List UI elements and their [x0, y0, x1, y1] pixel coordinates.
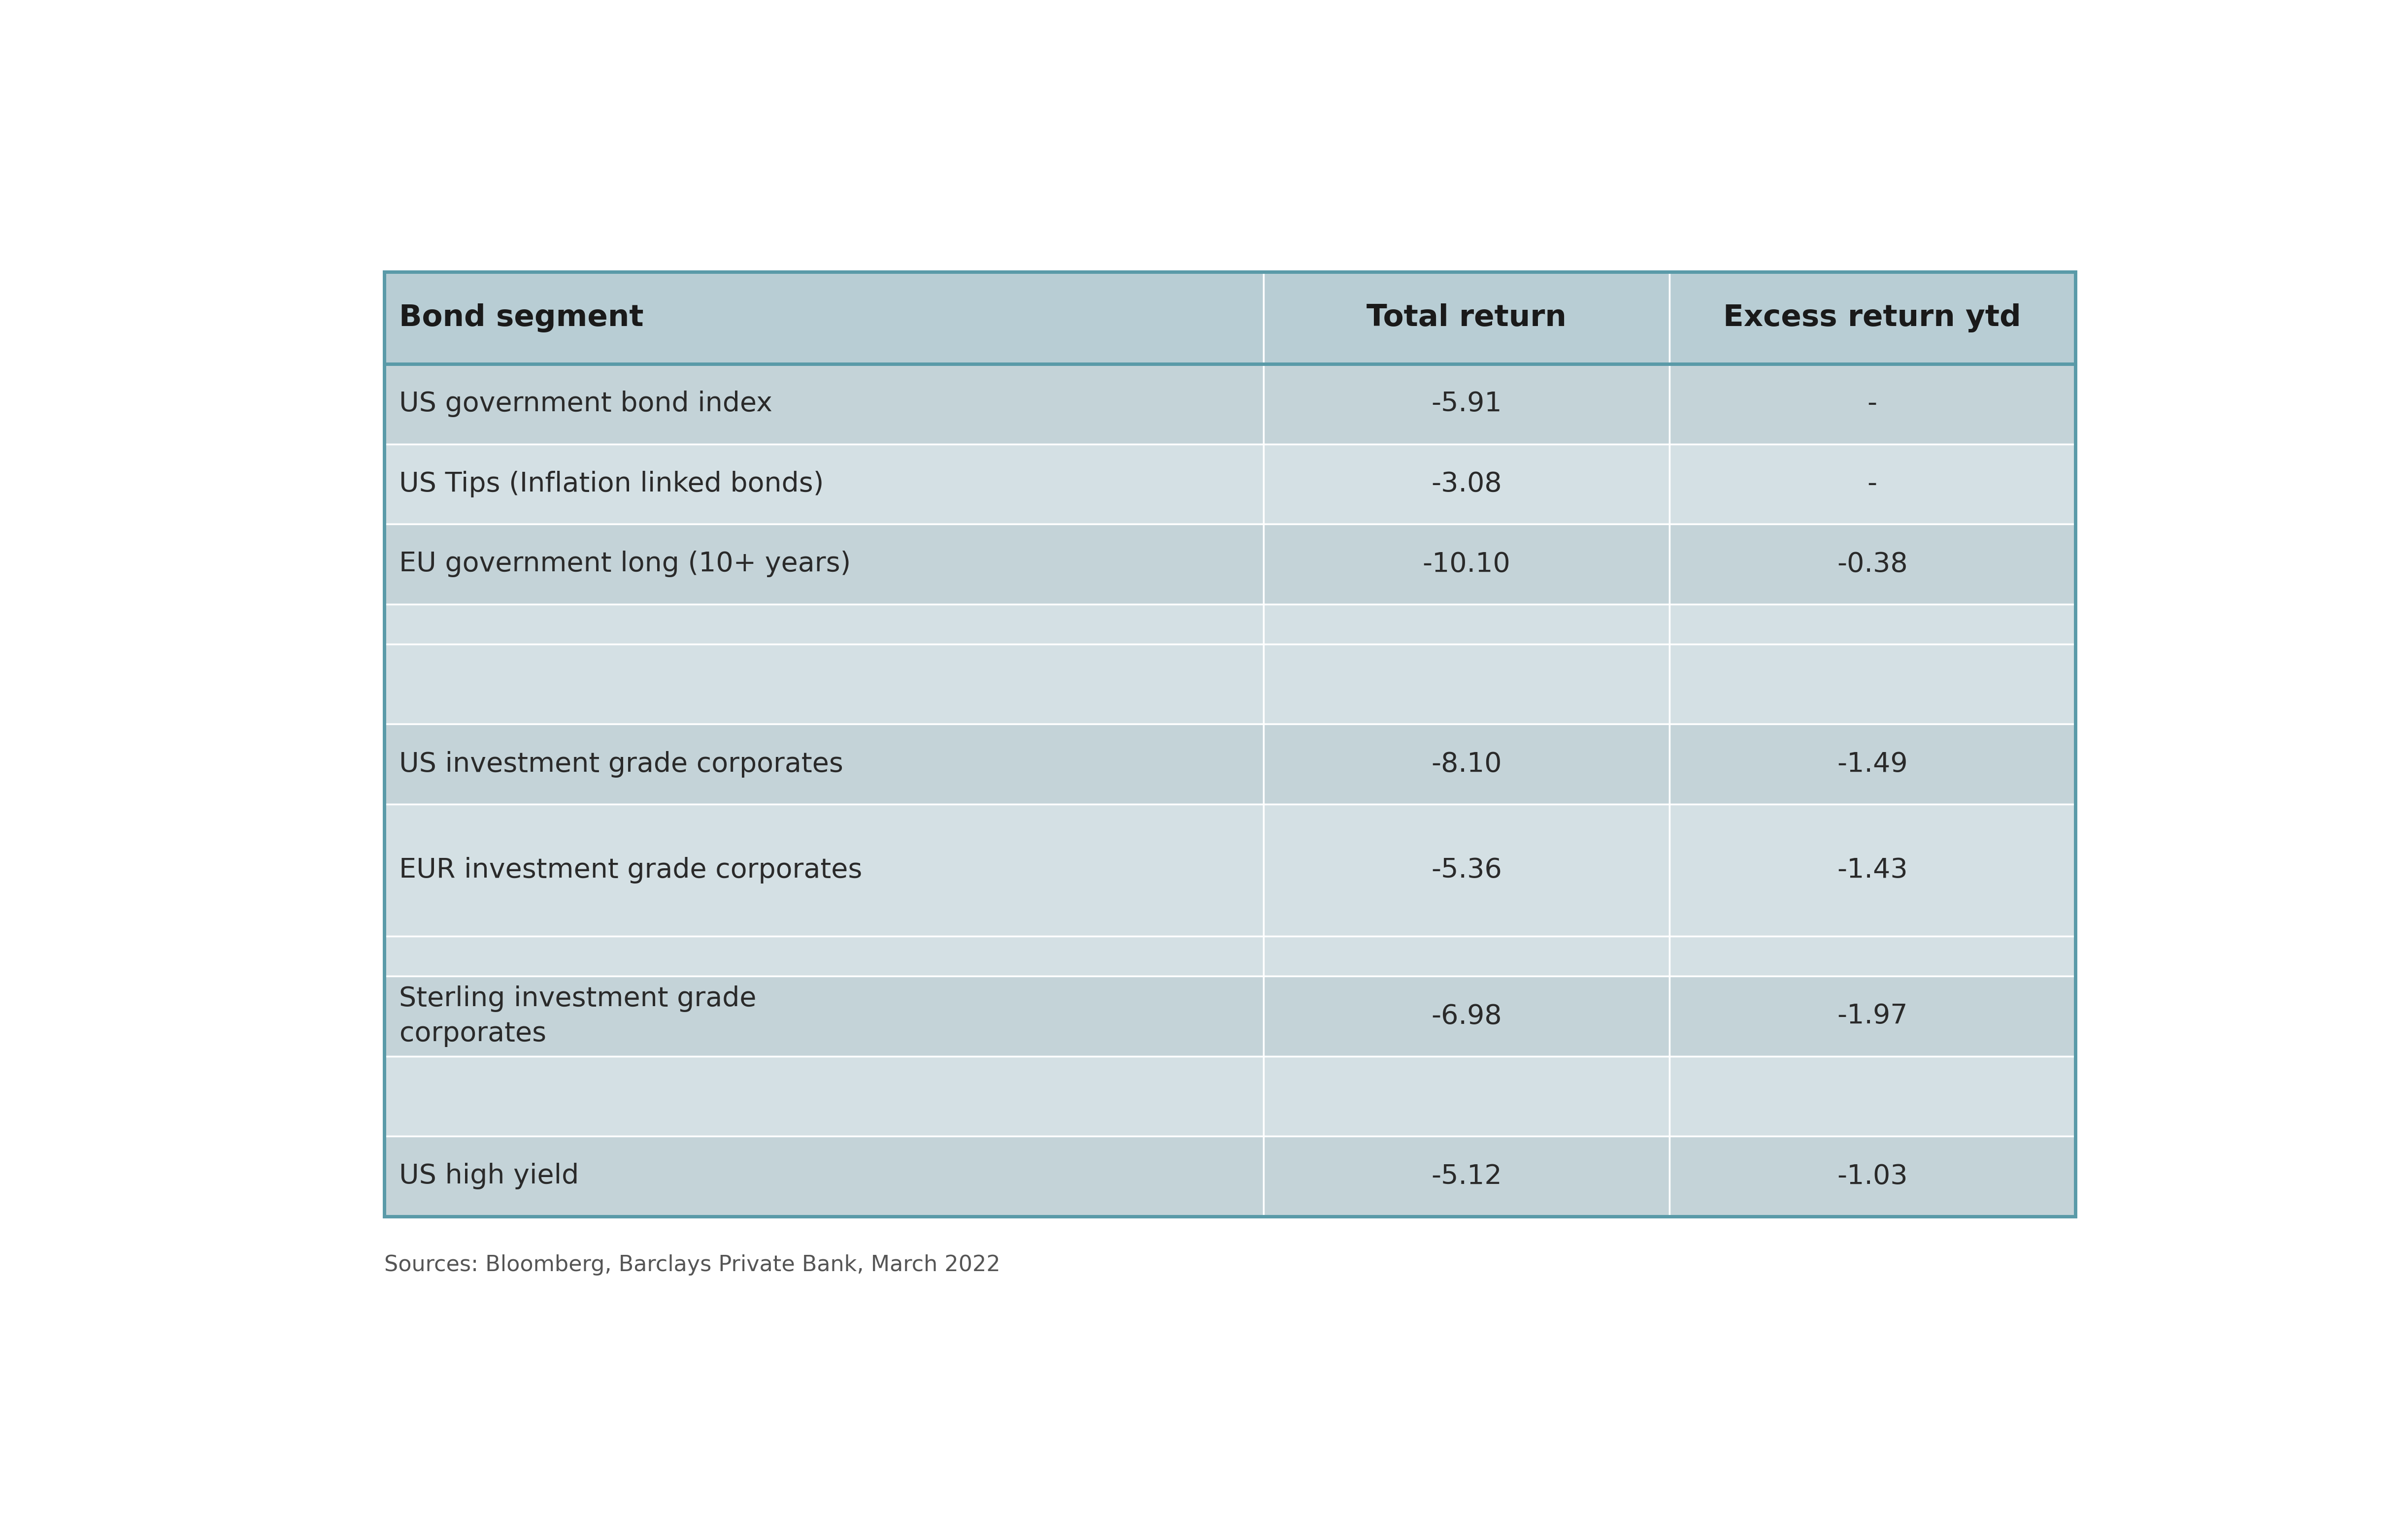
- Text: -5.91: -5.91: [1430, 391, 1502, 417]
- Text: -0.38: -0.38: [1836, 551, 1908, 578]
- Bar: [384, 644, 1262, 724]
- Bar: [384, 804, 1262, 936]
- Bar: [1262, 444, 1670, 524]
- Bar: [1262, 644, 1670, 724]
- Text: -1.97: -1.97: [1836, 1003, 1908, 1030]
- Text: EU government long (10+ years): EU government long (10+ years): [398, 551, 852, 578]
- Bar: [1670, 524, 2076, 604]
- Text: -8.10: -8.10: [1430, 752, 1502, 778]
- Text: -5.12: -5.12: [1430, 1163, 1502, 1189]
- Bar: [1262, 976, 1670, 1056]
- Bar: [1670, 444, 2076, 524]
- Bar: [1670, 724, 2076, 804]
- Bar: [384, 444, 1262, 524]
- Bar: [1262, 363, 1670, 444]
- Bar: [1262, 524, 1670, 604]
- Bar: [1670, 273, 2076, 363]
- Bar: [1670, 363, 2076, 444]
- Text: Excess return ytd: Excess return ytd: [1723, 303, 2021, 333]
- Text: Bond segment: Bond segment: [398, 303, 643, 333]
- Bar: [384, 1137, 1262, 1217]
- Text: -3.08: -3.08: [1430, 471, 1502, 497]
- Bar: [384, 976, 1262, 1056]
- Bar: [1670, 804, 2076, 936]
- Bar: [1670, 1056, 2076, 1137]
- Bar: [384, 273, 1262, 363]
- Text: -1.03: -1.03: [1836, 1163, 1908, 1189]
- Bar: [1262, 1056, 1670, 1137]
- Bar: [1670, 604, 2076, 644]
- Text: -: -: [1867, 471, 1877, 497]
- Text: -10.10: -10.10: [1423, 551, 1510, 578]
- Text: US high yield: US high yield: [398, 1163, 578, 1189]
- Bar: [384, 524, 1262, 604]
- Bar: [1670, 976, 2076, 1056]
- Bar: [384, 273, 2076, 1217]
- Bar: [1262, 273, 1670, 363]
- Bar: [1670, 936, 2076, 976]
- Bar: [384, 604, 1262, 644]
- Text: US Tips (Inflation linked bonds): US Tips (Inflation linked bonds): [398, 471, 823, 497]
- Bar: [1670, 644, 2076, 724]
- Bar: [384, 1056, 1262, 1137]
- Bar: [1262, 604, 1670, 644]
- Bar: [384, 724, 1262, 804]
- Bar: [1262, 724, 1670, 804]
- Bar: [1262, 804, 1670, 936]
- Bar: [1262, 936, 1670, 976]
- Text: -5.36: -5.36: [1430, 856, 1502, 884]
- Text: Sterling investment grade
corporates: Sterling investment grade corporates: [398, 986, 756, 1047]
- Bar: [384, 936, 1262, 976]
- Text: Total return: Total return: [1366, 303, 1567, 333]
- Bar: [1670, 1137, 2076, 1217]
- Text: -: -: [1867, 391, 1877, 417]
- Text: -1.43: -1.43: [1836, 856, 1908, 884]
- Bar: [1262, 1137, 1670, 1217]
- Text: EUR investment grade corporates: EUR investment grade corporates: [398, 856, 862, 884]
- Bar: [384, 363, 1262, 444]
- Text: -1.49: -1.49: [1836, 752, 1908, 778]
- Text: -6.98: -6.98: [1430, 1003, 1502, 1030]
- Text: US investment grade corporates: US investment grade corporates: [398, 752, 842, 778]
- Text: US government bond index: US government bond index: [398, 391, 773, 417]
- Text: Sources: Bloomberg, Barclays Private Bank, March 2022: Sources: Bloomberg, Barclays Private Ban…: [384, 1254, 1001, 1275]
